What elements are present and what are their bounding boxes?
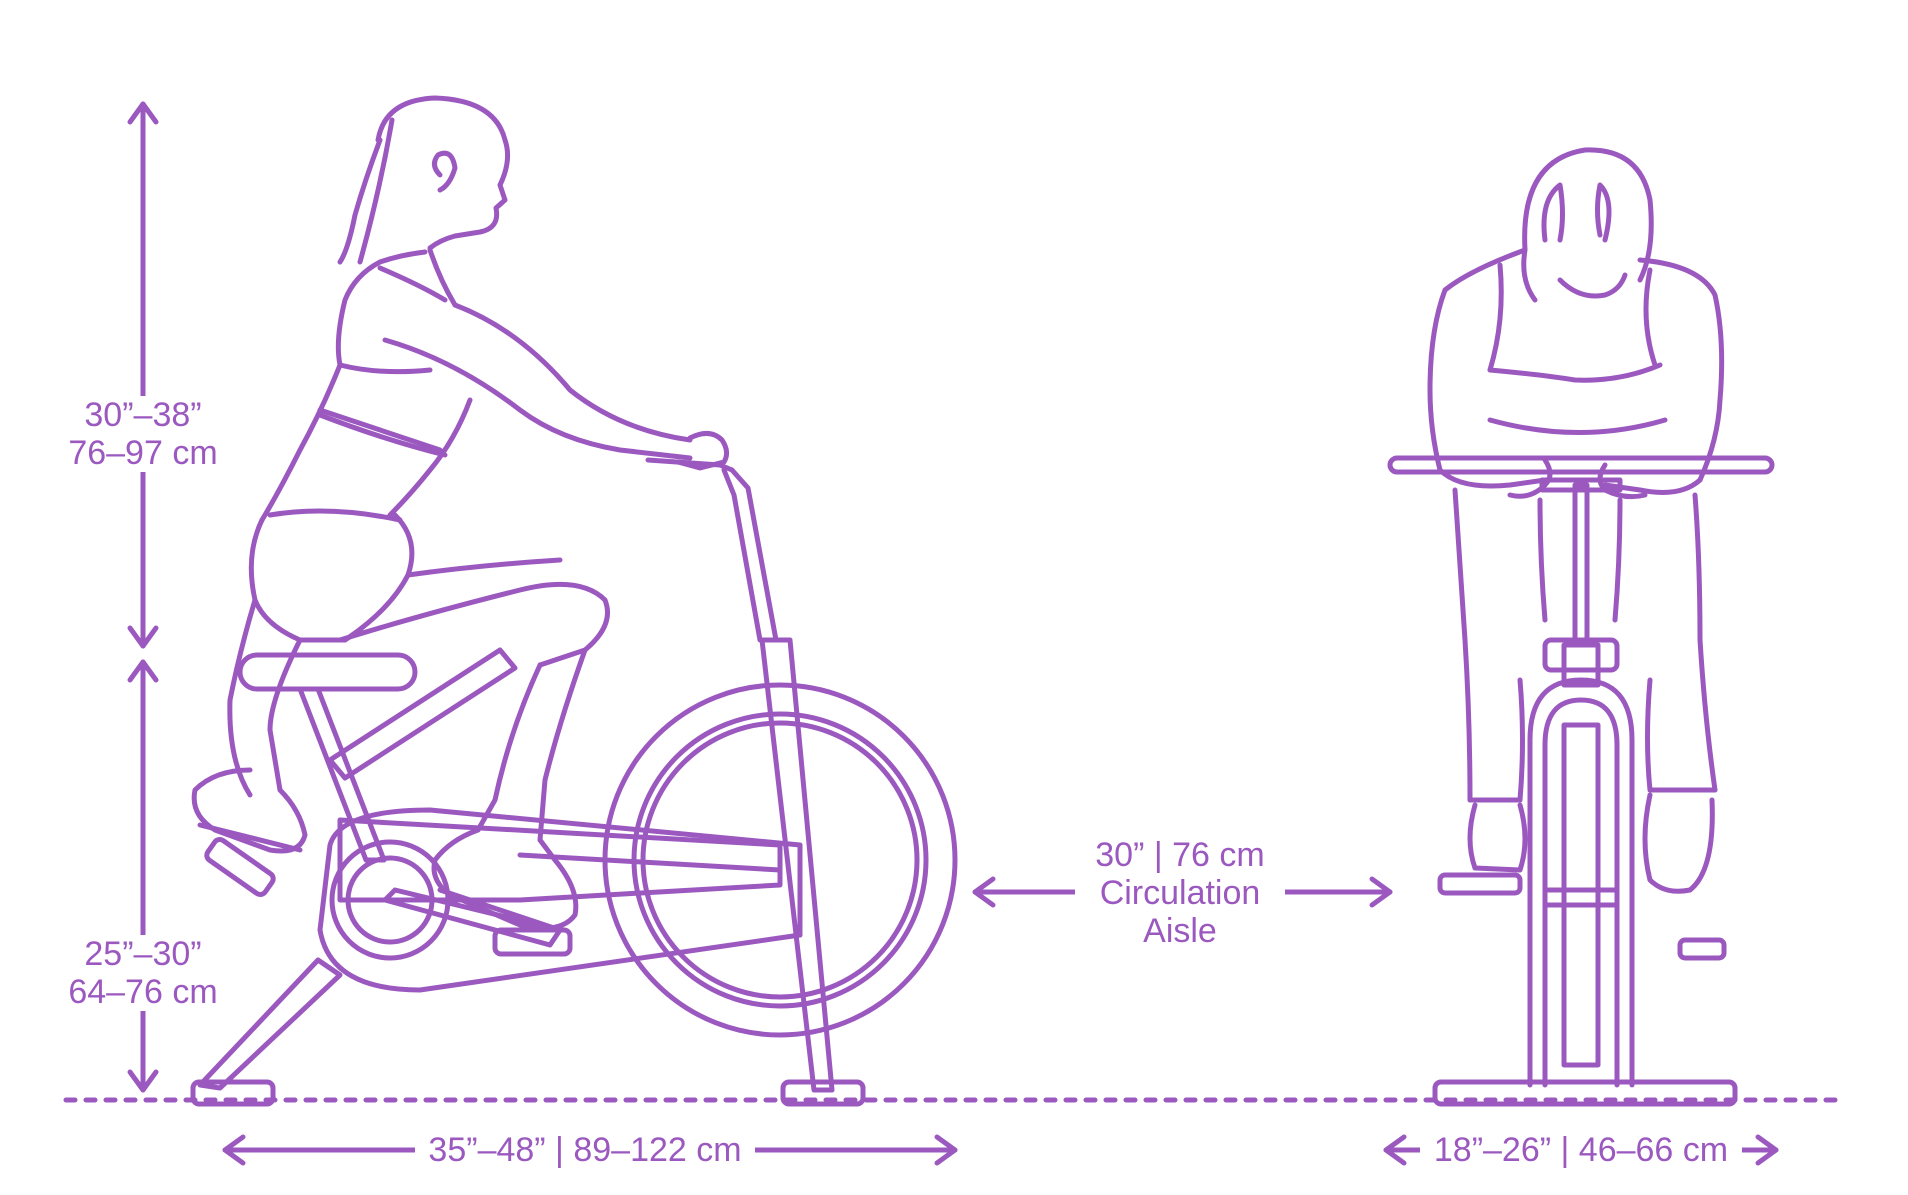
aisle-line2-label: Aisle (1115, 912, 1245, 950)
bike-length-label: 35”–48” | 89–122 cm (415, 1131, 755, 1169)
aisle-dimension-label: 30” | 76 cm (1075, 836, 1285, 874)
front-view-rider (1427, 147, 1725, 894)
front-frame (1527, 677, 1635, 1088)
side-view-rider (191, 95, 730, 933)
lower-height-dimension (127, 659, 159, 1093)
upper-height-dimension (127, 101, 159, 649)
bike-seat (237, 652, 418, 692)
aisle-line1-label: Circulation (1075, 874, 1285, 912)
crank-wheel (329, 839, 451, 961)
lower-height-label-in: 25”–30” (78, 935, 208, 973)
bike-width-label: 18”–26” | 46–66 cm (1420, 1131, 1742, 1169)
front-base (1432, 1079, 1738, 1107)
handlebar-stem (729, 467, 779, 643)
front-foot (780, 1079, 866, 1107)
upper-height-label-in: 30”–38” (78, 396, 208, 434)
rear-foot (190, 1079, 276, 1107)
front-view-bike (1387, 455, 1775, 1107)
front-handlebar (1387, 455, 1775, 475)
upper-height-label-cm: 76–97 cm (62, 434, 224, 472)
front-post (759, 637, 835, 1093)
lower-height-label-cm: 64–76 cm (62, 973, 224, 1011)
side-view-bike (190, 457, 958, 1107)
